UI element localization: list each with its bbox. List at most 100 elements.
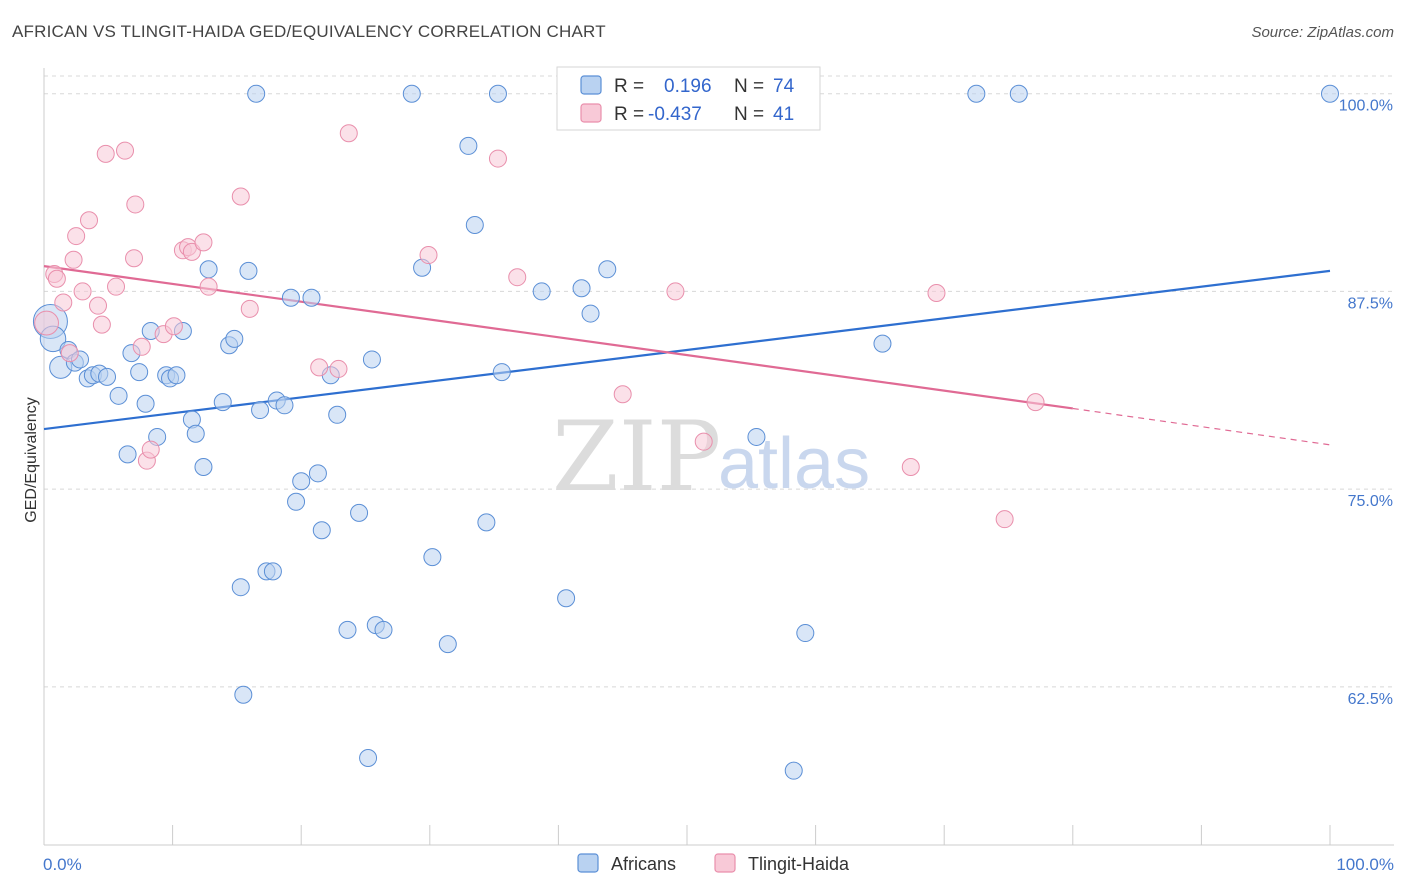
- series-legend-africans: Africans: [611, 854, 676, 874]
- african-point: [359, 749, 378, 768]
- tlingit-point: [132, 337, 151, 356]
- african-point: [459, 136, 478, 155]
- african-point: [239, 261, 258, 280]
- chart-title: AFRICAN VS TLINGIT-HAIDA GED/EQUIVALENCY…: [12, 22, 606, 41]
- tlingit-point: [419, 246, 438, 265]
- african-point: [247, 84, 266, 103]
- legend-n-value-1: 74: [773, 76, 795, 97]
- watermark-atlas: atlas: [718, 424, 870, 504]
- y-tick-label: 75.0%: [1348, 493, 1393, 510]
- data-points: [32, 84, 1339, 780]
- tlingit-point: [164, 317, 183, 336]
- legend-swatch-africans: [580, 75, 602, 95]
- african-point: [231, 578, 250, 597]
- tlingit-point: [339, 124, 358, 143]
- y-tick-label: 100.0%: [1339, 98, 1393, 115]
- african-point: [167, 366, 186, 385]
- series-legend-tlingit: Tlingit-Haida: [748, 854, 850, 874]
- tlingit-point: [73, 282, 92, 301]
- african-point: [402, 84, 421, 103]
- african-point: [234, 685, 253, 704]
- african-point: [581, 304, 600, 323]
- tlingit-point: [141, 440, 160, 459]
- african-point: [796, 624, 815, 643]
- african-point: [308, 464, 327, 483]
- african-point: [557, 589, 576, 608]
- tlingit-point: [89, 296, 108, 315]
- tlingit-point: [508, 268, 527, 287]
- tlingit-point: [901, 457, 920, 476]
- tlingit-point: [613, 385, 632, 404]
- tlingit-point: [96, 144, 115, 163]
- tlingit-point: [34, 310, 59, 336]
- african-point: [477, 513, 496, 532]
- african-point: [492, 363, 511, 382]
- legend-r-value-2: -0.437: [648, 104, 702, 125]
- legend-n-label-1: N =: [734, 76, 764, 97]
- series-legend-swatch-tlingit: [714, 853, 736, 873]
- tlingit-point: [231, 187, 250, 206]
- legend-r-label-2: R =: [614, 104, 644, 125]
- african-point: [109, 386, 128, 405]
- african-point: [465, 216, 484, 234]
- african-point: [873, 334, 892, 353]
- african-point: [281, 288, 300, 307]
- legend-n-value-2: 41: [773, 104, 794, 125]
- tlingit-point: [310, 358, 329, 377]
- tlingit-point: [47, 269, 66, 288]
- african-point: [350, 503, 369, 522]
- african-point: [302, 288, 321, 307]
- tlingit-point: [488, 149, 507, 168]
- african-point: [199, 260, 218, 279]
- watermark: ZIP atlas: [552, 401, 870, 513]
- african-point: [287, 492, 306, 511]
- african-point: [1321, 84, 1339, 103]
- african-point: [263, 562, 282, 581]
- tlingit-point: [194, 233, 213, 252]
- african-point: [374, 620, 393, 639]
- tlingit-point: [107, 277, 126, 296]
- tlingit-point: [182, 242, 201, 261]
- watermark-zip: ZIP: [552, 401, 721, 513]
- tlingit-point: [199, 277, 218, 296]
- tlingit-point: [54, 293, 73, 312]
- y-tick-label: 62.5%: [1348, 691, 1393, 708]
- series-legend-swatch-africans: [577, 853, 599, 873]
- x-tick-label-min: 0.0%: [43, 855, 82, 874]
- tlingit-point: [240, 299, 259, 318]
- african-point: [362, 350, 381, 369]
- african-point: [338, 620, 357, 639]
- african-point: [194, 457, 213, 476]
- tlingit-point: [666, 282, 685, 301]
- tlingit-point: [80, 211, 99, 230]
- african-point: [98, 367, 117, 386]
- african-point: [747, 427, 766, 446]
- african-point: [784, 761, 803, 780]
- y-tick-labels: 100.0% 87.5% 75.0% 62.5%: [1339, 98, 1393, 708]
- tlingit-point: [694, 432, 713, 451]
- tlingit-point: [116, 141, 135, 160]
- tlingit-point: [329, 359, 348, 378]
- african-point: [328, 405, 347, 424]
- african-point: [251, 401, 270, 420]
- tlingit-point: [64, 250, 83, 269]
- african-point: [532, 282, 551, 301]
- legend-n-label-2: N =: [734, 104, 764, 125]
- african-point: [213, 393, 232, 412]
- tlingit-point: [125, 249, 144, 268]
- tlingit-point: [927, 284, 946, 303]
- tlingit-point: [126, 195, 145, 214]
- african-point: [438, 635, 457, 654]
- african-point: [488, 84, 507, 103]
- african-point: [598, 260, 617, 279]
- tlingit-point: [60, 344, 79, 363]
- tlingit-trend-extension: [1072, 407, 1331, 446]
- tlingit-point: [67, 227, 86, 246]
- tlingit-point: [1026, 393, 1045, 412]
- african-point: [136, 394, 155, 413]
- legend-r-value-1: 0.196: [664, 76, 712, 97]
- correlation-legend: R = 0.196 N = 74 R = -0.437 N = 41: [556, 66, 821, 131]
- african-point: [130, 363, 149, 382]
- source-label: Source: ZipAtlas.com: [1251, 24, 1394, 41]
